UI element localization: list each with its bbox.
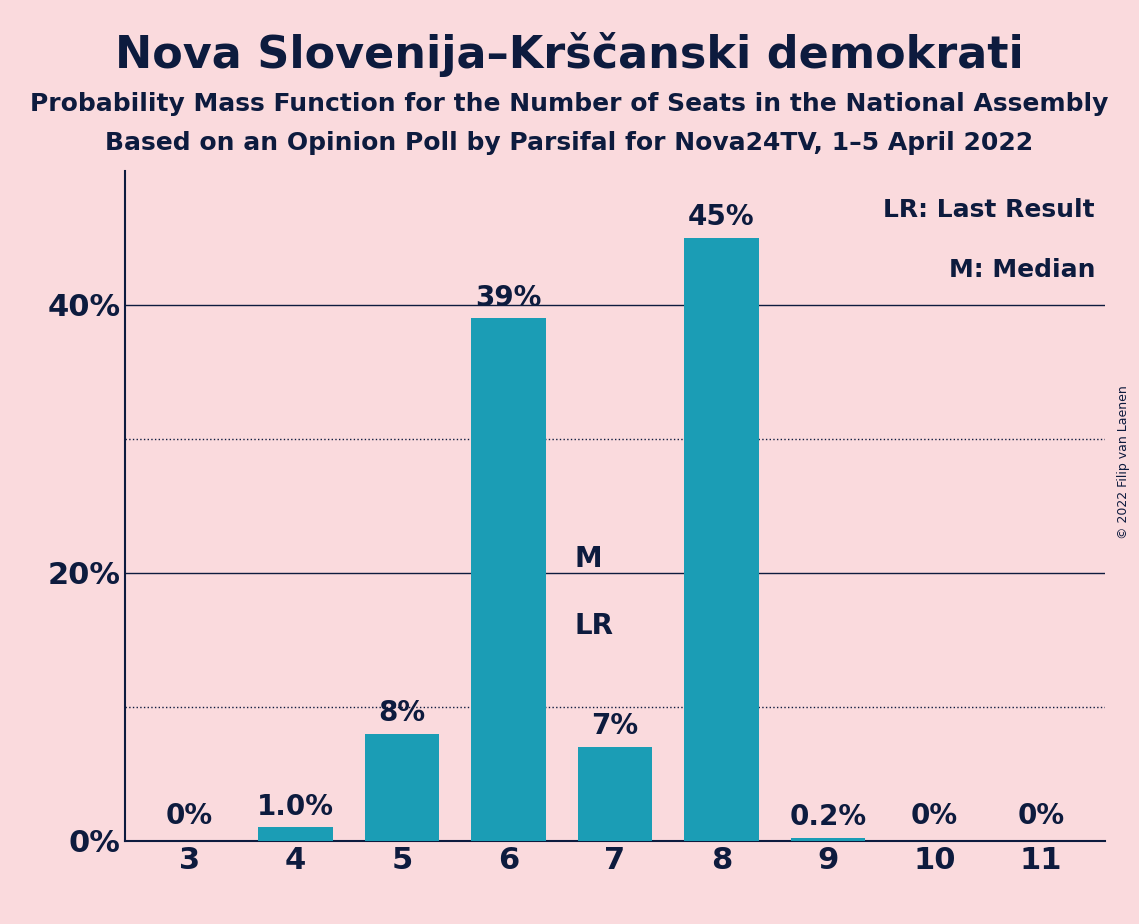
Text: 45%: 45% [688, 203, 755, 231]
Text: 7%: 7% [591, 712, 639, 740]
Text: Nova Slovenija–Krščanski demokrati: Nova Slovenija–Krščanski demokrati [115, 32, 1024, 78]
Text: M: Median: M: Median [949, 258, 1095, 282]
Text: 0%: 0% [165, 802, 213, 830]
Text: LR: LR [574, 612, 614, 639]
Text: Based on an Opinion Poll by Parsifal for Nova24TV, 1–5 April 2022: Based on an Opinion Poll by Parsifal for… [106, 131, 1033, 155]
Text: LR: Last Result: LR: Last Result [884, 198, 1095, 222]
Bar [259, 828, 333, 841]
Text: © 2022 Filip van Laenen: © 2022 Filip van Laenen [1117, 385, 1130, 539]
Text: M: M [574, 545, 603, 573]
Text: 0.2%: 0.2% [789, 804, 867, 832]
Text: 0%: 0% [911, 802, 958, 830]
Text: 39%: 39% [475, 284, 542, 311]
Bar [364, 734, 440, 841]
Text: 8%: 8% [378, 699, 426, 727]
Bar [790, 838, 866, 841]
Bar [577, 747, 653, 841]
Bar [685, 238, 759, 841]
Text: 0%: 0% [1017, 802, 1065, 830]
Bar [472, 319, 546, 841]
Text: 1.0%: 1.0% [257, 793, 334, 821]
Text: Probability Mass Function for the Number of Seats in the National Assembly: Probability Mass Function for the Number… [31, 92, 1108, 116]
